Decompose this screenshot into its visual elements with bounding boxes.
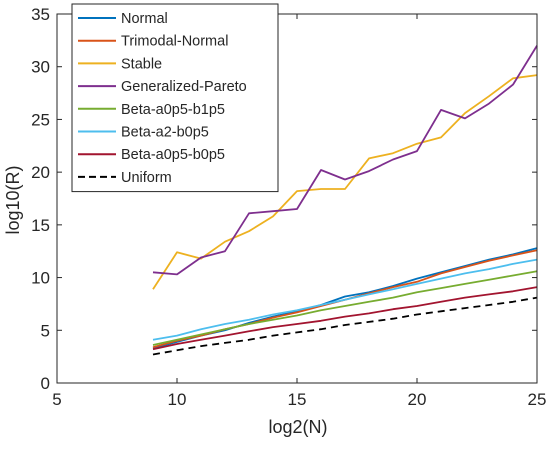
legend-label: Beta-a0p5-b0p5 <box>121 147 225 163</box>
y-tick-label: 10 <box>31 269 50 288</box>
legend-label: Beta-a0p5-b1p5 <box>121 102 225 118</box>
y-tick-label: 0 <box>41 374 50 393</box>
series-line-4 <box>152 270 538 346</box>
y-tick-label: 30 <box>31 58 50 77</box>
x-tick-label: 5 <box>52 390 61 409</box>
legend-label: Stable <box>121 56 162 72</box>
series-line-5 <box>152 258 538 341</box>
series-line-2 <box>152 74 538 290</box>
x-tick-label: 10 <box>168 390 187 409</box>
x-axis-label: log2(N) <box>268 417 327 437</box>
x-tick-label: 25 <box>528 390 547 409</box>
x-tick-label: 15 <box>288 390 307 409</box>
series-line-3 <box>152 45 538 276</box>
y-axis-label: log10(R) <box>3 165 23 234</box>
legend-box <box>71 3 279 193</box>
legend-label: Uniform <box>121 170 172 186</box>
series-line-6 <box>152 286 538 351</box>
legend-label: Generalized-Pareto <box>121 79 247 95</box>
x-tick-label: 20 <box>408 390 427 409</box>
legend-label: Normal <box>121 11 168 27</box>
series-layer <box>152 45 538 356</box>
y-tick-label: 15 <box>31 216 50 235</box>
legend-label: Trimodal-Normal <box>121 34 228 50</box>
y-tick-label: 35 <box>31 5 50 24</box>
y-tick-label: 5 <box>41 321 50 340</box>
axes <box>56 13 538 384</box>
y-tick-label: 20 <box>31 163 50 182</box>
series-line-7 <box>152 296 538 356</box>
legend-label: Beta-a2-b0p5 <box>121 125 209 141</box>
legend: Normal Trimodal-Normal Stable Generalized-P… <box>71 3 279 193</box>
y-tick-label: 25 <box>31 110 50 129</box>
